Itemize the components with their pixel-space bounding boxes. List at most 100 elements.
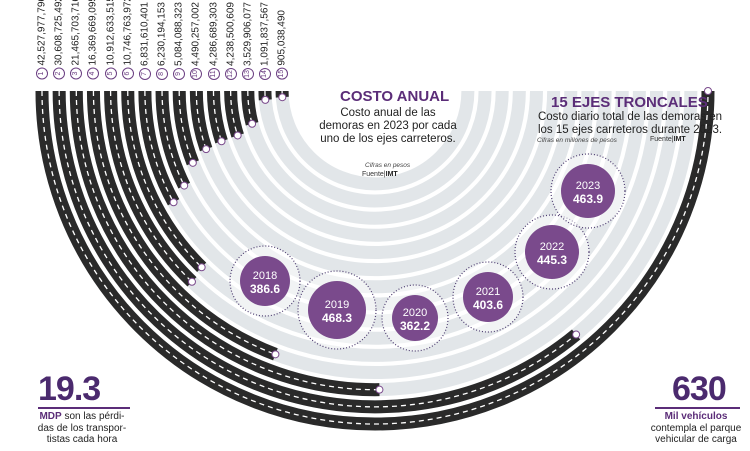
bar-number: 11	[207, 68, 220, 80]
chart-subtitle: Costo anual de las demoras en 2023 por c…	[319, 107, 457, 145]
bar-label-14: 14 1,091,837,567	[258, 2, 272, 80]
road-dash-2	[58, 90, 577, 408]
track-ring-10	[189, 90, 561, 277]
bubble-value: 468.3	[322, 311, 352, 325]
bar-number: 3	[70, 68, 83, 80]
bubble-2019	[308, 281, 366, 339]
bar-end-marker-15	[278, 93, 287, 102]
bar-value-label: 21,465,703,716	[70, 0, 82, 66]
road-bar-12	[224, 90, 244, 138]
bar-label-11: 11 4,286,689,303	[207, 2, 221, 80]
bar-label-2: 2 30,608,725,492	[52, 0, 66, 80]
stat-left-note: MDP son las pérdi-das de los transpor-ti…	[36, 411, 128, 446]
bar-label-4: 4 16,369,669,095	[86, 0, 100, 80]
bar-value-label: 42,527,977,796	[36, 0, 48, 66]
bar-number: 1	[36, 68, 48, 80]
stat-right-note: Mil vehículos contempla el parque vehicul…	[650, 411, 742, 446]
bar-label-6: 6 10,746,763,972	[121, 0, 135, 80]
bar-number: 13	[241, 68, 254, 80]
bar-number: 7	[138, 68, 151, 80]
bubble-value: 362.2	[400, 319, 430, 333]
stat-left-value: 19.3	[38, 370, 101, 408]
bar-number: 12	[224, 68, 237, 80]
bar-value-label: 1,091,837,567	[259, 2, 271, 66]
bar-value-label: 4,286,689,303	[208, 2, 219, 66]
stat-right-bold: Mil vehículos	[664, 411, 728, 422]
track-ring-9	[172, 90, 578, 294]
bar-end-marker-1	[704, 87, 712, 95]
road-dash-7	[144, 90, 175, 203]
bar-number: 8	[156, 68, 169, 80]
bubble-2020	[392, 295, 438, 341]
bar-label-5: 5 10,912,633,515	[104, 0, 118, 80]
daily-source-name: IMT	[673, 136, 686, 143]
bar-end-marker-2	[572, 330, 581, 339]
bubble-value: 445.3	[537, 253, 567, 267]
bubble-year: 2019	[325, 299, 349, 311]
units-note: Cifras en pesos	[365, 162, 411, 169]
stat-right-rule	[655, 407, 740, 409]
bar-label-9: 9 5,084,088,323	[172, 2, 186, 80]
bar-end-marker-13	[248, 119, 257, 128]
bubble-year: 2021	[476, 286, 500, 298]
daily-title: 15 EJES TRONCALES	[551, 94, 708, 111]
road-dash-6	[127, 90, 203, 268]
bar-label-3: 3 21,465,703,716	[69, 0, 83, 80]
bubble-year: 2023	[576, 180, 600, 192]
bar-value-label: 4,490,257,002	[190, 2, 202, 66]
bubble-2022	[525, 225, 579, 279]
bar-label-7: 7 6,831,610,401	[138, 2, 152, 80]
bar-value-label: 6,831,610,401	[139, 2, 151, 66]
bubble-2023	[561, 164, 615, 218]
daily-units-note: Cifras en millones de pesos	[537, 137, 617, 144]
chart-title: COSTO ANUAL	[340, 88, 450, 105]
road-bar-10	[189, 90, 213, 152]
bar-label-10: 10 4,490,257,002	[189, 2, 203, 80]
source-name: IMT	[385, 171, 398, 178]
bar-number: 2	[53, 68, 66, 80]
bar-end-marker-5	[187, 277, 196, 286]
bubble-year: 2020	[403, 307, 427, 319]
bar-label-12: 12 4,238,500,609	[224, 2, 238, 80]
bar-label-1: 1 42,527,977,796	[35, 0, 49, 80]
bar-number: 14	[258, 68, 271, 80]
road-dash-12	[230, 90, 239, 136]
bubble-2021	[463, 272, 513, 322]
bar-end-marker-7	[169, 198, 178, 207]
bubble-year: 2018	[253, 270, 277, 282]
bar-end-marker-8	[180, 181, 189, 190]
track-ring-12	[224, 90, 526, 242]
stat-left-bold: MDP	[39, 411, 62, 422]
bar-number: 15	[276, 68, 289, 80]
bubble-value: 463.9	[573, 192, 603, 206]
bar-end-marker-6	[197, 263, 206, 272]
road-dash-9	[178, 90, 194, 164]
bar-number: 9	[173, 68, 186, 80]
bar-label-15: 15 905,038,490	[275, 10, 289, 80]
track-ring-13	[241, 90, 509, 225]
stat-right-value: 630	[672, 370, 727, 408]
bubble-2018	[240, 256, 290, 306]
daily-subtitle: Costo diario total de las demoras en los…	[537, 111, 723, 136]
road-bar-11	[207, 90, 228, 144]
bar-end-marker-12	[233, 131, 242, 140]
bar-number: 6	[121, 68, 134, 80]
road-dash-3	[75, 90, 380, 391]
road-bar-5	[104, 90, 197, 287]
bubble-value: 386.6	[250, 282, 280, 296]
stat-right-text: contempla el parque vehicular de carga	[650, 422, 742, 446]
bar-number: 4	[87, 68, 100, 80]
bar-value-label: 16,369,669,095	[87, 0, 99, 66]
bar-end-marker-4	[271, 350, 280, 359]
stat-left-text: son las pérdi-das de los transpor-tistas…	[37, 411, 127, 445]
bar-value-label: 10,912,633,515	[105, 0, 117, 66]
track-ring-15	[275, 90, 475, 191]
bar-value-label: 3,529,906,077	[242, 2, 254, 66]
bar-end-marker-14	[261, 95, 270, 104]
bar-number: 10	[190, 68, 203, 80]
source: Fuente|IMT	[362, 171, 398, 178]
bar-end-marker-9	[188, 158, 197, 167]
bar-value-label: 30,608,725,492	[53, 0, 65, 66]
source-prefix: Fuente|	[362, 171, 386, 178]
